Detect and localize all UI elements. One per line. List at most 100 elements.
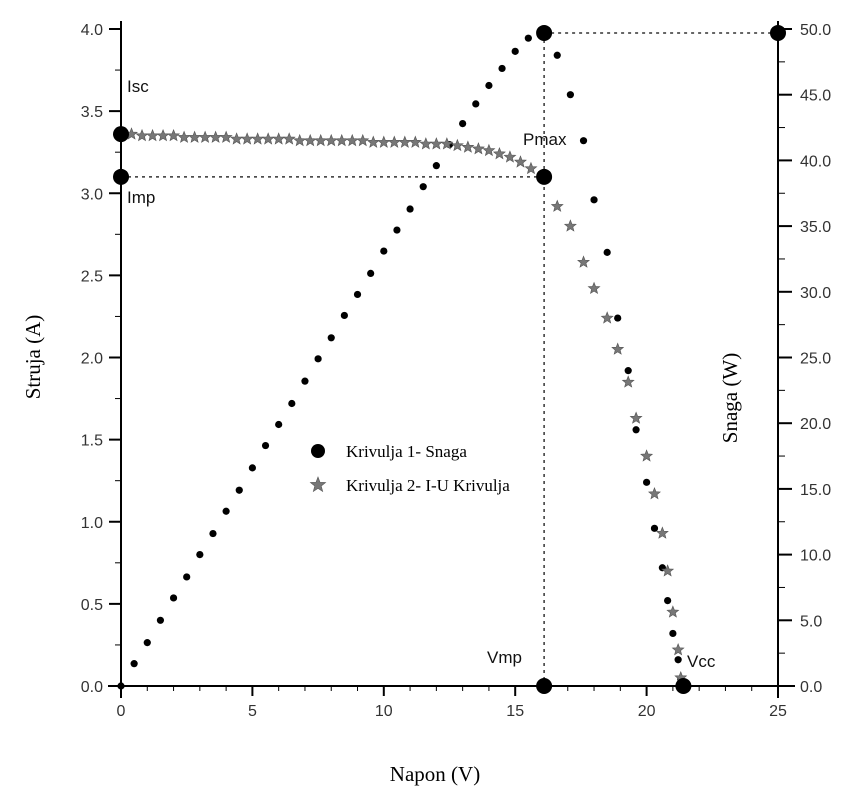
iu-point bbox=[577, 255, 591, 268]
power-point bbox=[566, 91, 574, 99]
iu-point bbox=[146, 128, 160, 142]
power-point bbox=[632, 426, 640, 434]
x-axis-title: Napon (V) bbox=[390, 762, 480, 786]
annotation-isc: Isc bbox=[127, 77, 149, 96]
y-axis-title-right: Snaga (W) bbox=[718, 353, 742, 443]
power-point bbox=[669, 629, 677, 638]
y-left-tick-label: 0.5 bbox=[81, 597, 103, 614]
power-point bbox=[301, 377, 309, 385]
iu-point bbox=[209, 130, 223, 143]
iu-point bbox=[461, 140, 475, 153]
y-right-tick-label: 0.0 bbox=[800, 679, 822, 696]
y-left-tick-label: 1.0 bbox=[81, 515, 103, 532]
iu-point bbox=[282, 132, 296, 145]
power-point bbox=[511, 47, 519, 55]
iu-point bbox=[240, 132, 254, 145]
power-point bbox=[340, 311, 348, 320]
iu-point bbox=[167, 128, 181, 142]
iu-point bbox=[550, 199, 564, 212]
annotation-vmp: Vmp bbox=[487, 648, 522, 667]
y-right-tick-label: 25.0 bbox=[800, 351, 831, 368]
power-point bbox=[353, 290, 362, 299]
power-point bbox=[196, 551, 204, 559]
iu-point bbox=[198, 130, 212, 143]
iu-point bbox=[156, 128, 170, 142]
y-right-tick-label: 5.0 bbox=[800, 613, 822, 630]
power-point bbox=[380, 247, 388, 255]
iu-point bbox=[345, 133, 359, 147]
iu-point bbox=[377, 135, 391, 148]
power-point bbox=[314, 355, 322, 363]
power-point bbox=[553, 51, 561, 59]
x-tick-label: 10 bbox=[375, 703, 393, 720]
iu-point bbox=[513, 155, 527, 168]
y-right-tick-label: 40.0 bbox=[800, 153, 831, 170]
iu-point bbox=[600, 311, 614, 324]
y-left-tick-label: 3.5 bbox=[81, 104, 103, 121]
power-point bbox=[674, 656, 682, 664]
iu-point bbox=[640, 449, 654, 462]
key-point-marker bbox=[770, 24, 786, 41]
power-point bbox=[248, 464, 256, 472]
y-right-tick-label: 50.0 bbox=[800, 22, 831, 39]
key-point-marker bbox=[113, 168, 129, 185]
iu-point bbox=[188, 130, 202, 143]
iu-point bbox=[398, 135, 412, 148]
y-left-tick-label: 2.5 bbox=[81, 268, 103, 285]
plot-area bbox=[114, 29, 688, 690]
axes: 0 5 10 15 20 25 0.0 0.5 1.0 1.5 2.0 2.5 3.0 3.5 4.0 0.0… bbox=[81, 21, 831, 720]
iu-point bbox=[524, 161, 538, 175]
key-point-marker bbox=[536, 24, 553, 41]
power-point bbox=[209, 529, 217, 538]
iu-point bbox=[303, 133, 317, 147]
iu-point bbox=[471, 142, 485, 155]
y-left-tick-label: 1.5 bbox=[81, 433, 103, 450]
y-right-tick-label: 15.0 bbox=[800, 482, 831, 499]
power-point bbox=[643, 478, 651, 486]
iu-point bbox=[492, 147, 506, 160]
iu-point bbox=[356, 133, 370, 147]
power-point bbox=[614, 314, 622, 322]
power-point bbox=[117, 682, 125, 690]
power-point bbox=[130, 660, 138, 668]
power-point bbox=[222, 507, 230, 515]
iu-point bbox=[135, 128, 149, 142]
power-point bbox=[432, 162, 440, 170]
legend-marker-power bbox=[311, 444, 325, 458]
power-point bbox=[603, 248, 611, 256]
power-point bbox=[624, 367, 632, 375]
y-right-tick-label: 10.0 bbox=[800, 548, 831, 565]
power-point bbox=[664, 596, 672, 605]
y-right-tick-label: 30.0 bbox=[800, 285, 831, 302]
legend-label-iu: Krivulja 2- I-U Krivulja bbox=[346, 476, 510, 495]
power-point bbox=[169, 594, 178, 602]
power-point bbox=[419, 183, 427, 191]
legend: Krivulja 1- Snaga Krivulja 2- I-U Krivul… bbox=[309, 442, 510, 495]
annotation-vcc: Vcc bbox=[687, 652, 716, 671]
legend-marker-iu bbox=[309, 476, 327, 493]
iu-point bbox=[482, 143, 496, 157]
iu-point bbox=[629, 411, 643, 424]
y-axis-title-left: Struja (A) bbox=[21, 315, 45, 400]
y-right-tick-label: 35.0 bbox=[800, 219, 831, 236]
y-right-tick-label: 45.0 bbox=[800, 88, 831, 105]
iu-point bbox=[177, 130, 191, 143]
x-tick-label: 0 bbox=[117, 703, 126, 720]
iu-point bbox=[655, 526, 669, 539]
power-point bbox=[275, 420, 283, 429]
iu-point bbox=[671, 643, 685, 656]
iu-point bbox=[587, 281, 601, 295]
iu-point bbox=[419, 137, 433, 150]
iu-point bbox=[335, 133, 349, 147]
iu-point bbox=[272, 132, 286, 145]
iu-point bbox=[440, 137, 454, 150]
iu-point bbox=[219, 130, 233, 143]
iu-point bbox=[230, 132, 244, 145]
iu-point bbox=[261, 132, 275, 145]
power-point bbox=[367, 269, 375, 278]
iu-point bbox=[647, 487, 661, 500]
x-tick-label: 20 bbox=[638, 703, 656, 720]
iu-point bbox=[450, 138, 464, 152]
power-point bbox=[579, 137, 588, 145]
power-point bbox=[156, 616, 165, 624]
